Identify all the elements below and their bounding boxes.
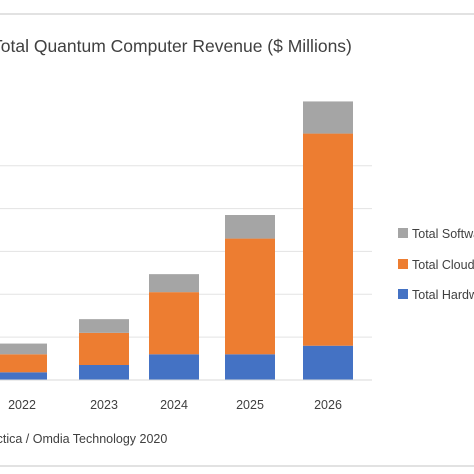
x-tick-label: 2025 [236,398,264,412]
bar-segment [225,215,275,239]
bar-segment [0,372,47,380]
bar-segment [149,354,199,380]
x-tick-label: 2024 [160,398,188,412]
x-tick-label: 2022 [8,398,36,412]
x-tick-label: 2026 [314,398,342,412]
bar-segment [225,238,275,355]
source-note: Source: Tractica / Omdia Technology 2020 [0,432,167,446]
bar-segment [225,354,275,380]
x-tick-label: 2023 [90,398,118,412]
bar-segment [0,354,47,373]
legend-swatch [398,289,408,299]
bar-segment [79,332,129,365]
bar-segment [303,101,353,134]
x-tick-labels: 2022 2023 2024 2025 2026 [8,398,342,412]
bar-segment [0,343,47,355]
bar-segment [79,319,129,333]
legend-label: Total Hardware [412,288,474,302]
bar-segment [303,345,353,380]
bars [0,101,353,380]
legend-label: Total Software [412,227,474,241]
chart-title: Total Quantum Computer Revenue ($ Millio… [0,36,352,56]
bar-segment [149,274,199,293]
legend-swatch [398,228,408,238]
legend: Total Software Total Cloud Total Hardware [398,227,474,302]
bar-segment [79,365,129,380]
legend-swatch [398,259,408,269]
bar-segment [149,292,199,355]
legend-label: Total Cloud [412,258,474,272]
bar-segment [303,133,353,346]
